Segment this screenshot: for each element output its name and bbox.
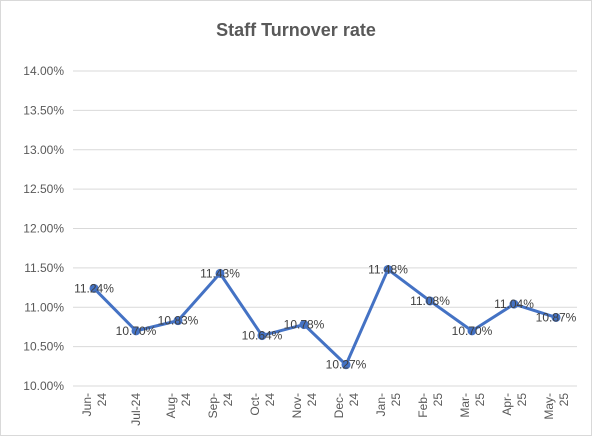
- data-point: [215, 268, 225, 278]
- x-tick-label: Sep-24: [206, 393, 235, 419]
- y-tick-label: 10.50%: [23, 340, 64, 354]
- data-label: 11.08%: [410, 294, 450, 308]
- x-tick-label: Apr-25: [500, 393, 529, 416]
- x-tick-line: Apr-: [500, 393, 514, 416]
- x-tick-line: Feb-: [416, 393, 430, 418]
- data-label: 11.43%: [200, 266, 240, 280]
- data-point: [173, 316, 183, 326]
- x-axis-ticks: Jun-24 Jul-24 Aug-24 Sep-24 Oct-24 Nov-24 Dec-…: [80, 393, 571, 426]
- data-label: 11.24%: [74, 281, 114, 295]
- data-label: 10.64%: [242, 329, 283, 343]
- y-tick-label: 13.50%: [23, 103, 64, 117]
- x-tick-label: Dec-24: [332, 393, 361, 419]
- y-axis-ticks: 10.00% 10.50% 11.00% 11.50% 12.00% 12.50% 13.0…: [23, 64, 64, 393]
- x-tick-line: Jun-: [80, 393, 94, 416]
- data-label: 10.87%: [536, 310, 577, 324]
- data-label: 10.27%: [326, 358, 367, 372]
- data-point: [299, 320, 309, 330]
- data-point: [425, 296, 435, 306]
- x-tick-line: Dec-: [332, 393, 346, 418]
- x-tick-label: Jun-24: [80, 393, 109, 417]
- data-labels: 11.24%10.70%10.83%11.43%10.64%10.78%10.2…: [74, 262, 577, 371]
- y-tick-label: 13.00%: [23, 143, 64, 157]
- x-tick-label: Oct-24: [248, 393, 277, 416]
- x-tick-label: Mar-25: [458, 393, 487, 418]
- data-point: [467, 326, 477, 336]
- y-tick-label: 14.00%: [23, 64, 64, 78]
- data-label: 10.78%: [284, 318, 325, 332]
- data-point: [551, 312, 561, 322]
- x-tick-line: Oct-: [248, 393, 262, 416]
- data-point: [341, 360, 351, 370]
- chart-title: Staff Turnover rate: [216, 20, 376, 40]
- x-tick-line: Jul-24: [129, 393, 143, 426]
- x-tick-line: 25: [557, 393, 571, 407]
- x-tick-label: Nov-24: [290, 393, 319, 419]
- x-tick-line: Nov-: [290, 393, 304, 418]
- x-tick-line: 24: [95, 393, 109, 407]
- y-tick-label: 10.00%: [23, 379, 64, 393]
- x-tick-label: Jan-25: [374, 393, 403, 417]
- data-label: 10.70%: [116, 324, 157, 338]
- y-tick-label: 12.00%: [23, 222, 64, 236]
- x-tick-line: Jan-: [374, 393, 388, 416]
- series-line: [92, 267, 558, 367]
- data-point: [257, 331, 267, 341]
- data-point: [131, 326, 141, 336]
- x-tick-line: Aug-: [164, 393, 178, 418]
- x-tick-line: 25: [431, 393, 445, 407]
- x-tick-label: May-25: [542, 393, 571, 420]
- x-tick-line: 24: [305, 393, 319, 407]
- y-tick-label: 12.50%: [23, 182, 64, 196]
- x-tick-line: 24: [179, 393, 193, 407]
- data-point: [89, 283, 99, 293]
- x-tick-line: 24: [221, 393, 235, 407]
- data-label: 10.70%: [452, 324, 493, 338]
- x-tick-line: Sep-: [206, 393, 220, 418]
- x-tick-line: 25: [473, 393, 487, 407]
- data-label: 10.83%: [158, 314, 199, 328]
- x-tick-label: Aug-24: [164, 393, 193, 419]
- y-tick-label: 11.00%: [24, 300, 64, 314]
- x-tick-line: 24: [347, 393, 361, 407]
- gridlines: [73, 70, 577, 387]
- y-tick-label: 11.50%: [24, 261, 64, 275]
- x-tick-line: Mar-: [458, 393, 472, 418]
- data-label: 11.04%: [494, 297, 534, 311]
- x-tick-line: 25: [515, 393, 529, 407]
- data-label: 11.48%: [368, 262, 408, 276]
- x-tick-line: 24: [263, 393, 277, 407]
- x-tick-line: 25: [389, 393, 403, 407]
- data-point: [509, 299, 519, 309]
- x-tick-line: May-: [542, 393, 556, 420]
- x-tick-label: Feb-25: [416, 393, 445, 418]
- series-turnover: [89, 264, 561, 370]
- x-tick-label: Jul-24: [129, 393, 143, 426]
- data-point: [383, 264, 393, 274]
